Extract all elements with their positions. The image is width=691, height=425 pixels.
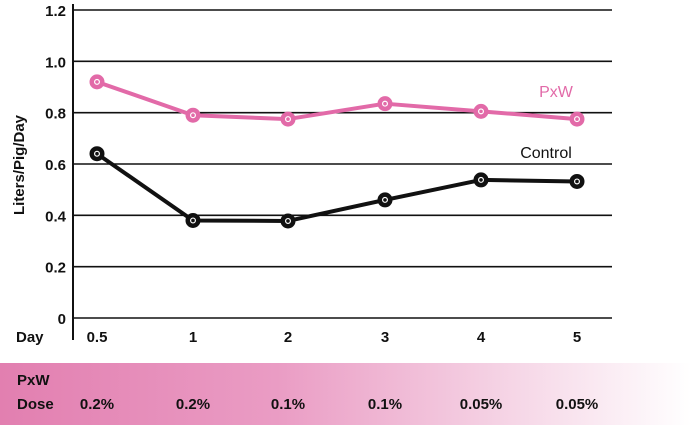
x-tick-label: 3 (381, 329, 389, 346)
dose-value: 0.05% (459, 396, 503, 413)
data-point (280, 213, 296, 229)
series-pxw (89, 74, 585, 127)
data-point (473, 172, 489, 188)
dose-value: 0.05% (555, 396, 599, 413)
series-control (89, 146, 585, 229)
data-point-center (285, 116, 292, 123)
data-point-center (93, 78, 100, 85)
data-point-center (190, 217, 197, 224)
dose-value: 0.2% (175, 396, 211, 413)
dose-value: 0.1% (367, 396, 403, 413)
data-point (89, 146, 105, 162)
y-tick-label: 0.4 (45, 208, 67, 225)
dose-value: 0.2% (79, 396, 115, 413)
data-point (473, 103, 489, 119)
y-tick-label: 0 (58, 311, 66, 328)
x-tick-label: 2 (284, 329, 292, 346)
line-chart: 0 0.2 0.4 0.6 0.8 1.0 1.2 Liters/Pig/Day Day 0… (11, 3, 612, 346)
y-tick-label: 1.0 (45, 54, 66, 71)
x-tick-label: 5 (573, 329, 581, 346)
data-point (185, 107, 201, 123)
data-point-center (93, 150, 100, 157)
data-point (377, 96, 393, 112)
data-point-center (285, 217, 292, 224)
x-tick-label: 1 (189, 329, 197, 346)
grid-lines (73, 9, 612, 319)
y-tick-label: 0.6 (45, 157, 66, 174)
data-point-center (478, 108, 485, 115)
data-point-center (573, 116, 580, 123)
series-line (95, 152, 578, 223)
y-axis-label: Liters/Pig/Day (11, 114, 28, 215)
series-label-pxw: PxW (539, 84, 574, 101)
x-axis-label: Day (16, 329, 44, 346)
x-tick-labels: 0.5 1 2 3 4 5 (87, 329, 582, 346)
y-tick-label: 1.2 (45, 3, 66, 20)
data-point (377, 192, 393, 208)
data-point (569, 173, 585, 189)
data-point-center (382, 100, 389, 107)
y-tick-label: 0.8 (45, 106, 66, 123)
data-point (280, 111, 296, 127)
series-line (96, 79, 578, 122)
data-point-center (190, 112, 197, 119)
dose-band (0, 363, 691, 425)
x-tick-label: 4 (477, 329, 486, 346)
series-label-control: Control (520, 145, 572, 162)
data-point-center (478, 176, 485, 183)
data-point (569, 111, 585, 127)
dose-label-line2: Dose (17, 396, 54, 413)
dose-label-line1: PxW (17, 372, 50, 389)
dose-value: 0.1% (270, 396, 306, 413)
x-tick-label: 0.5 (87, 329, 108, 346)
series-labels: PxW Control (520, 84, 574, 162)
series-lines (89, 74, 585, 229)
data-point (185, 212, 201, 228)
y-tick-labels: 0 0.2 0.4 0.6 0.8 1.0 1.2 (45, 3, 67, 328)
data-point (89, 74, 105, 90)
data-point-center (573, 178, 580, 185)
data-point-center (382, 196, 389, 203)
y-tick-label: 0.2 (45, 260, 66, 277)
